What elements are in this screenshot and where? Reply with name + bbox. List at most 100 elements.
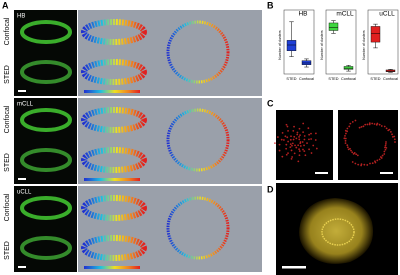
cluster-dot — [393, 135, 396, 138]
cluster-dot — [393, 138, 396, 141]
cluster-dot — [363, 163, 366, 166]
cluster-dot — [308, 138, 310, 141]
cluster-dot — [280, 138, 283, 141]
row-label: Confocal — [4, 105, 11, 133]
plot-frame — [325, 9, 357, 75]
cluster-dot — [344, 139, 347, 142]
cluster-dot — [293, 135, 296, 138]
3d-ring — [81, 59, 147, 85]
box — [343, 66, 354, 70]
plot-frame — [283, 9, 315, 75]
cluster-dot — [312, 144, 315, 147]
green-ring — [20, 60, 72, 84]
cluster-dot — [366, 123, 369, 126]
cluster-dot — [298, 150, 301, 152]
cluster-dot — [299, 142, 302, 145]
row-label: Confocal — [4, 193, 11, 221]
group-label: HB — [17, 14, 25, 20]
cluster-dot — [364, 123, 367, 126]
cluster-dot — [298, 148, 300, 151]
green-ring — [20, 236, 72, 260]
cluster-dot — [378, 123, 381, 126]
cluster-dot — [284, 135, 287, 138]
cell — [299, 198, 374, 264]
row-label: STED — [4, 153, 11, 172]
cluster-dot — [289, 143, 292, 146]
cluster-dot — [285, 123, 288, 126]
y-axis-label: Number of clusters — [320, 30, 324, 60]
scale-bar — [282, 266, 306, 269]
cluster-dot — [287, 140, 290, 143]
scale-bar — [18, 90, 26, 92]
cluster-dot — [291, 142, 294, 145]
cluster-dot — [294, 144, 296, 147]
cluster-dot — [303, 144, 305, 147]
cluster-dot — [289, 138, 292, 141]
green-ring — [20, 108, 72, 132]
cluster-dot — [374, 160, 376, 163]
box — [370, 26, 381, 43]
cluster-dot — [385, 147, 388, 149]
cluster-dot — [357, 163, 360, 166]
cluster-dot — [345, 132, 347, 135]
y-axis-label: Number of clusters — [278, 30, 282, 60]
cluster-dot — [307, 127, 310, 130]
cluster-dot — [298, 138, 301, 141]
nucleus — [321, 218, 355, 246]
cluster-dot — [304, 154, 307, 157]
cluster-dot — [276, 136, 279, 138]
cluster-dot — [385, 127, 388, 130]
scale-bar — [18, 178, 26, 180]
panel-letter: C — [267, 98, 274, 108]
panel-letter: A — [2, 0, 9, 10]
cluster-dot — [297, 144, 300, 147]
chart-title: HB — [298, 11, 307, 18]
x-tick-label: STED — [328, 77, 338, 81]
cluster-dot — [287, 152, 289, 155]
cluster-dot — [387, 129, 390, 132]
cluster-dot — [285, 153, 288, 156]
cluster-dot — [310, 132, 312, 135]
cluster-dot — [384, 144, 387, 147]
cluster-dot — [310, 138, 313, 140]
sphere — [166, 108, 230, 172]
cluster-dot — [360, 125, 363, 128]
cluster-dot — [369, 162, 371, 165]
cluster-dot — [296, 131, 299, 134]
cluster-dot — [375, 123, 378, 126]
cluster-dot — [281, 155, 284, 158]
cluster-dot — [368, 122, 371, 125]
cluster-dot — [306, 142, 308, 144]
cluster-dot — [314, 132, 317, 135]
cluster-dot — [295, 146, 298, 149]
colorbar — [84, 178, 140, 181]
cluster-dot — [354, 162, 357, 165]
row-label: STED — [4, 65, 11, 84]
cluster-dot — [292, 138, 295, 141]
cluster-dot — [384, 142, 387, 145]
cluster-dot — [310, 152, 313, 154]
cluster-dot — [286, 125, 289, 128]
green-ring — [20, 196, 72, 220]
cluster-dot — [346, 127, 349, 130]
scale-bar — [18, 266, 26, 268]
chart-title: uCLL — [379, 11, 395, 18]
cluster-dot — [296, 133, 299, 136]
box — [385, 69, 396, 72]
scale-bar — [380, 172, 393, 174]
cluster-dot — [308, 133, 311, 136]
cluster-dot — [368, 123, 371, 126]
row-label: Confocal — [4, 17, 11, 45]
cluster-dot — [302, 122, 305, 125]
cluster-dot — [285, 143, 288, 146]
cluster-dot — [385, 141, 387, 143]
colorbar — [84, 266, 140, 269]
cluster-dot — [302, 148, 304, 151]
cluster-dot — [389, 130, 392, 133]
cluster-dot — [384, 148, 387, 151]
cluster-dot — [380, 125, 383, 127]
panel-letter: B — [267, 0, 274, 10]
cluster-dot — [303, 135, 306, 137]
x-tick-label: STED — [370, 77, 380, 81]
